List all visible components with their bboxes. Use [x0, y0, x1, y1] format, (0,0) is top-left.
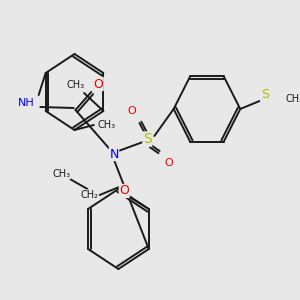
- Text: S: S: [261, 88, 269, 101]
- Text: CH₃: CH₃: [286, 94, 300, 104]
- Text: S: S: [143, 132, 152, 146]
- Text: CH₂: CH₂: [80, 190, 98, 200]
- Text: O: O: [119, 184, 129, 197]
- Text: CH₃: CH₃: [97, 120, 115, 130]
- Text: NH: NH: [18, 98, 35, 108]
- Text: O: O: [127, 106, 136, 116]
- Text: N: N: [109, 148, 119, 160]
- Text: O: O: [164, 158, 173, 168]
- Text: O: O: [93, 77, 103, 91]
- Text: CH₃: CH₃: [66, 80, 84, 90]
- Text: CH₃: CH₃: [52, 169, 70, 179]
